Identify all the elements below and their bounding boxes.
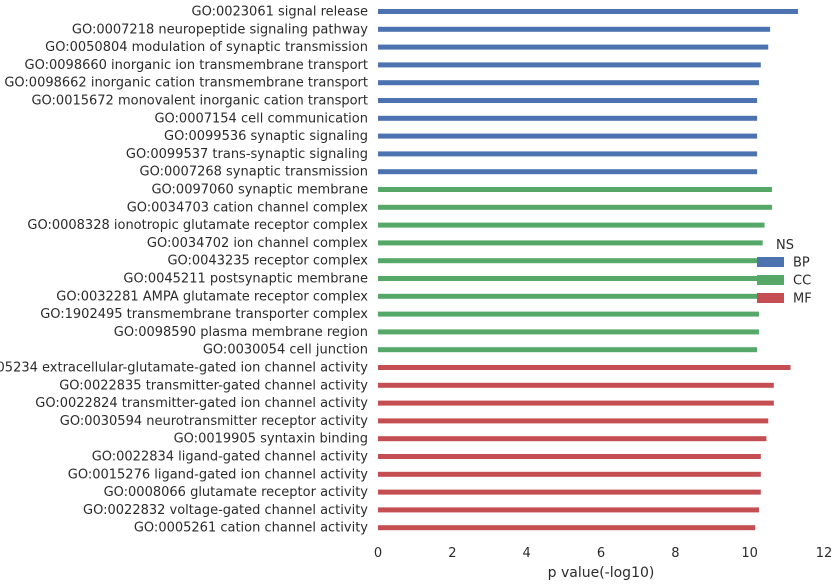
category-label: GO:0097060 synaptic membrane — [151, 183, 368, 198]
category-label: GO:0022835 transmitter-gated channel act… — [59, 378, 368, 393]
category-label: GO:0023061 signal release — [192, 5, 368, 20]
category-label: GO:0050804 modulation of synaptic transm… — [45, 40, 368, 55]
bar-bp — [378, 26, 771, 32]
bar-mf — [378, 489, 761, 495]
bar-mf — [378, 471, 761, 477]
bar-mf — [378, 507, 759, 513]
x-tick-label: 2 — [448, 546, 456, 561]
category-label: GO:0034703 cation channel complex — [127, 200, 369, 215]
bar-bp — [378, 169, 758, 175]
bar-bp — [378, 80, 759, 86]
category-label: GO:0005261 cation channel activity — [134, 521, 368, 536]
category-label: GO:0030054 cell junction — [203, 343, 368, 358]
category-label: GO:0045211 postsynaptic membrane — [123, 272, 368, 287]
x-tick-label: 10 — [741, 546, 758, 561]
category-labels: GO:0023061 signal release GO:0007218 neur… — [0, 5, 368, 536]
bar-cc — [378, 222, 765, 228]
x-tick-label: 4 — [523, 546, 531, 561]
bar-cc — [378, 311, 759, 317]
bar-mf — [378, 365, 791, 370]
legend-label-cc: CC — [793, 274, 811, 289]
category-label: GO:0015276 ligand-gated ion channel acti… — [68, 467, 369, 482]
bar-cc — [378, 329, 759, 335]
category-label: GO:0022832 voltage-gated channel activit… — [83, 503, 368, 518]
category-label: GO:0007154 cell communication — [154, 111, 368, 126]
category-label: GO:0019905 syntaxin binding — [174, 432, 368, 447]
legend-swatch-mf — [757, 293, 784, 303]
bar-cc — [378, 276, 761, 281]
category-label: GO:0007218 neuropeptide signaling pathwa… — [72, 22, 368, 37]
bar-cc — [378, 293, 759, 299]
bar-bp — [378, 115, 758, 121]
category-label: GO:0022824 transmitter-gated ion channel… — [35, 396, 368, 411]
x-tick-label: 12 — [816, 546, 833, 561]
bar-mf — [378, 400, 774, 406]
bar-cc — [378, 204, 772, 210]
category-label: GO:0098662 inorganic cation transmembran… — [4, 76, 368, 91]
category-label: GO:0043235 receptor complex — [167, 254, 368, 269]
category-label: GO:0030594 neurotransmitter receptor act… — [60, 414, 369, 429]
bars-layer — [378, 9, 798, 531]
bar-bp — [378, 62, 761, 68]
category-label: GO:0099536 synaptic signaling — [164, 129, 368, 144]
bar-bp — [378, 9, 798, 14]
category-label: GO:0005234 extracellular-glutamate-gated… — [0, 361, 368, 376]
x-tick-label: 8 — [671, 546, 679, 561]
bar-cc — [378, 258, 761, 264]
category-label: GO:0032281 AMPA glutamate receptor compl… — [56, 289, 368, 304]
bar-bp — [378, 44, 769, 50]
x-axis-title: p value(-log10) — [548, 565, 655, 581]
x-tick-label: 0 — [374, 546, 382, 561]
bar-bp — [378, 98, 758, 103]
category-label: GO:0008328 ionotropic glutamate receptor… — [27, 218, 368, 233]
category-label: GO:0015672 monovalent inorganic cation t… — [31, 94, 368, 109]
legend-swatch-bp — [757, 257, 784, 267]
bar-mf — [378, 382, 774, 388]
category-label: GO:0098660 inorganic ion transmembrane t… — [25, 58, 368, 73]
category-label: GO:0008066 glutamate receptor activity — [104, 485, 369, 500]
category-label: GO:0099537 trans-synaptic signaling — [126, 147, 368, 162]
bar-mf — [378, 418, 769, 424]
category-label: GO:0098590 plasma membrane region — [114, 325, 368, 340]
category-label: GO:0022834 ligand-gated channel activity — [92, 450, 369, 465]
bar-mf — [378, 436, 767, 442]
legend: NS BP CC MF — [757, 238, 812, 307]
bar-bp — [378, 151, 758, 157]
x-tick-label: 6 — [597, 546, 605, 561]
category-label: GO:0007268 synaptic transmission — [140, 165, 368, 180]
bar-bp — [378, 133, 758, 139]
legend-label-mf: MF — [793, 292, 812, 307]
legend-title: NS — [776, 238, 794, 253]
x-axis-ticks: 0 2 4 6 8 10 12 — [374, 546, 832, 561]
bar-mf — [378, 454, 761, 459]
legend-swatch-cc — [757, 275, 784, 285]
bar-mf — [378, 525, 756, 531]
bar-cc — [378, 187, 772, 192]
category-label: GO:0034702 ion channel complex — [147, 236, 368, 251]
category-label: GO:1902495 transmembrane transporter com… — [40, 307, 368, 322]
legend-label-bp: BP — [793, 256, 810, 271]
bar-cc — [378, 347, 758, 353]
bar-cc — [378, 240, 763, 246]
